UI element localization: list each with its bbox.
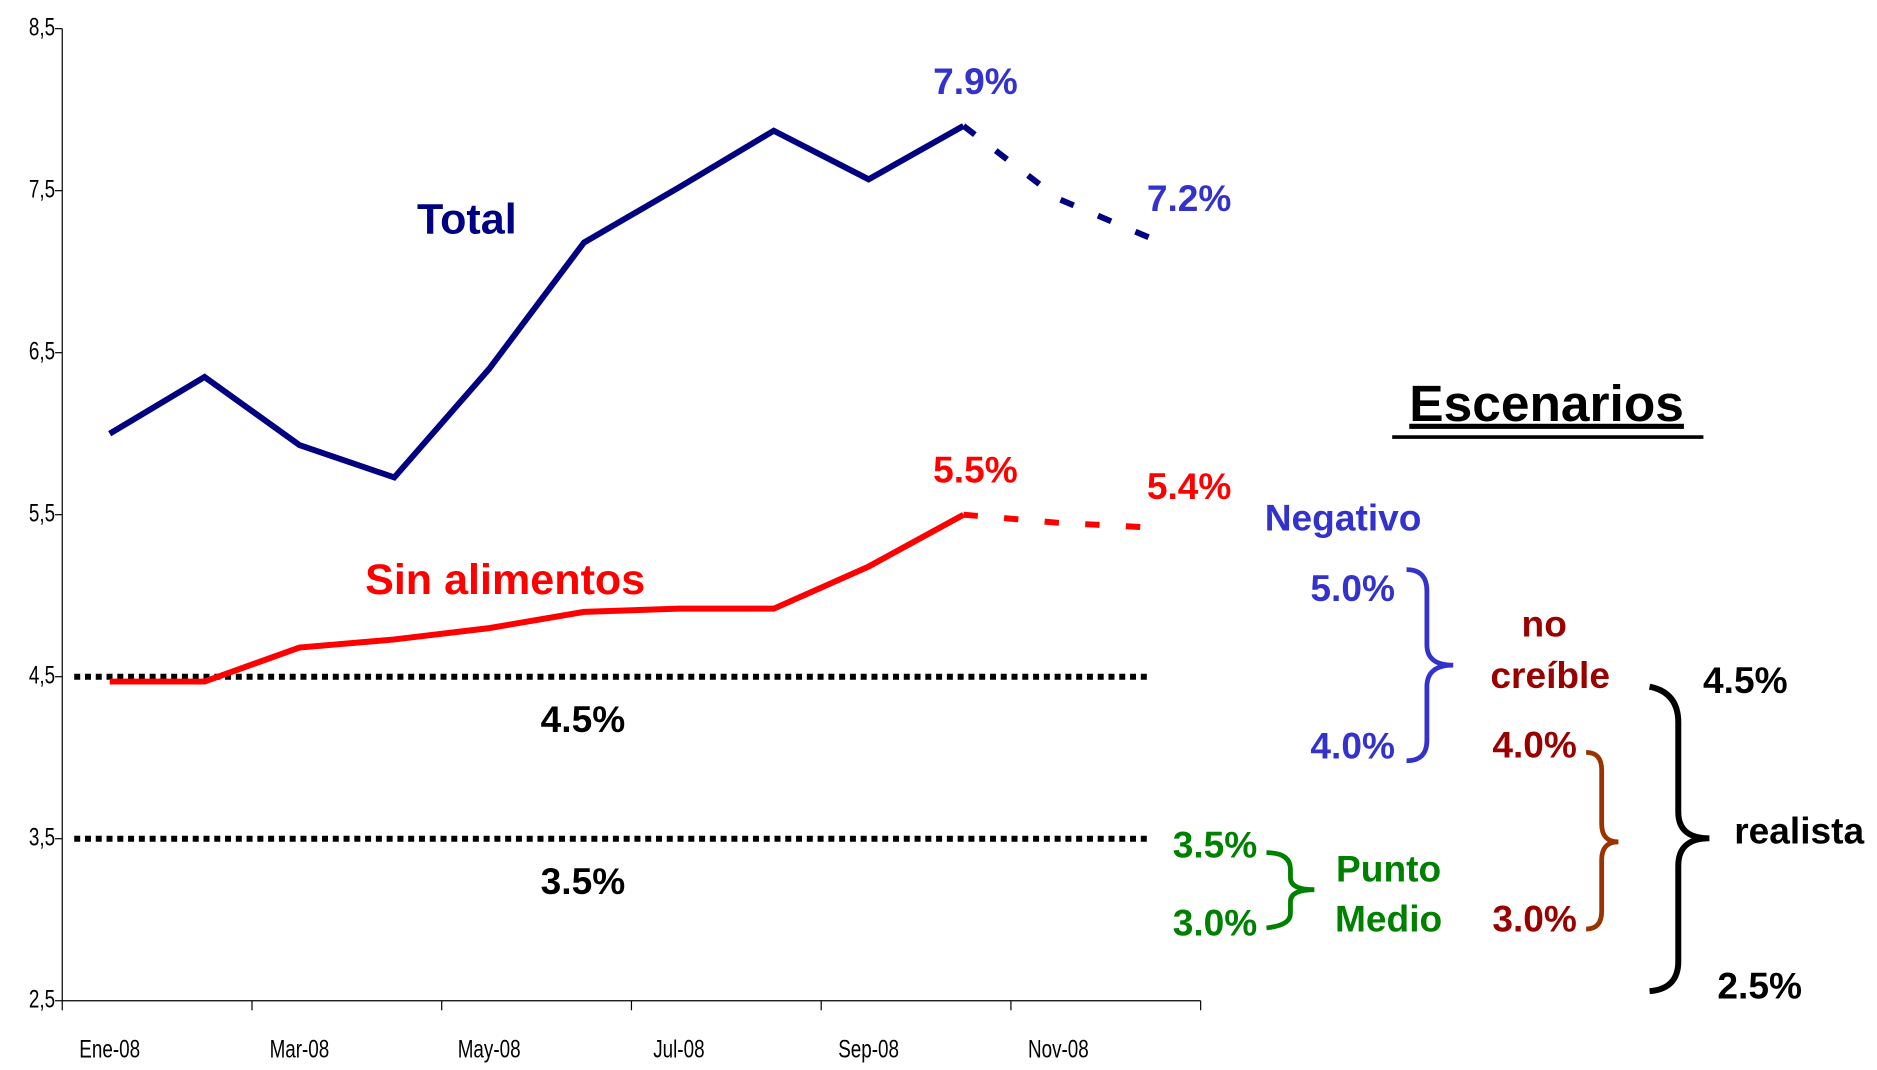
x-tick-label: Jul-08	[653, 1035, 704, 1063]
y-tick-label: 3,5	[29, 823, 55, 851]
x-tick-label: Ene-08	[79, 1035, 140, 1063]
brace	[1406, 567, 1454, 764]
x-tick-label: Nov-08	[1028, 1035, 1089, 1063]
data-label: 7.2%	[1147, 177, 1232, 219]
scenario-name: Medio	[1335, 898, 1442, 940]
series-line	[963, 511, 1154, 531]
scenario-low: 2.5%	[1717, 965, 1802, 1007]
scenario-name: Punto	[1336, 848, 1441, 890]
y-tick-label: 8,5	[29, 13, 55, 41]
y-tick-label: 6,5	[29, 337, 55, 365]
x-tick-label: May-08	[458, 1035, 521, 1063]
scenario-name: realista	[1734, 809, 1864, 851]
scenario-name: creíble	[1490, 654, 1610, 696]
scenarios-title: Escenarios	[1409, 374, 1684, 432]
scenario-low: 4.0%	[1310, 725, 1395, 767]
y-tick-label: 4,5	[29, 661, 55, 689]
scenario-low: 3.0%	[1492, 898, 1577, 940]
reference-label: 3.5%	[541, 860, 626, 902]
series-line	[108, 123, 965, 481]
series-label: Total	[417, 196, 517, 244]
x-tick-label: Sep-08	[838, 1035, 899, 1063]
scenario-high: 4.5%	[1703, 659, 1788, 701]
scenario-name: no	[1522, 603, 1567, 645]
data-label: 5.4%	[1147, 465, 1232, 507]
series-line	[109, 512, 965, 685]
reference-label: 4.5%	[541, 698, 626, 740]
series-line	[961, 123, 1155, 243]
data-label: 7.9%	[933, 60, 1018, 102]
brace	[1648, 683, 1710, 995]
scenario-name: Negativo	[1265, 496, 1422, 538]
scenario-high: 4.0%	[1492, 723, 1577, 765]
brace	[1585, 749, 1619, 932]
y-tick-label: 7,5	[29, 175, 55, 203]
y-tick-label: 5,5	[29, 499, 55, 527]
series-label: Sin alimentos	[365, 556, 645, 604]
scenario-high: 3.5%	[1173, 824, 1258, 866]
scenario-high: 5.0%	[1310, 567, 1395, 609]
data-label: 5.5%	[933, 449, 1018, 491]
brace	[1266, 850, 1315, 931]
y-tick-label: 2,5	[29, 985, 55, 1013]
scenario-low: 3.0%	[1173, 901, 1258, 943]
x-tick-label: Mar-08	[270, 1035, 330, 1063]
